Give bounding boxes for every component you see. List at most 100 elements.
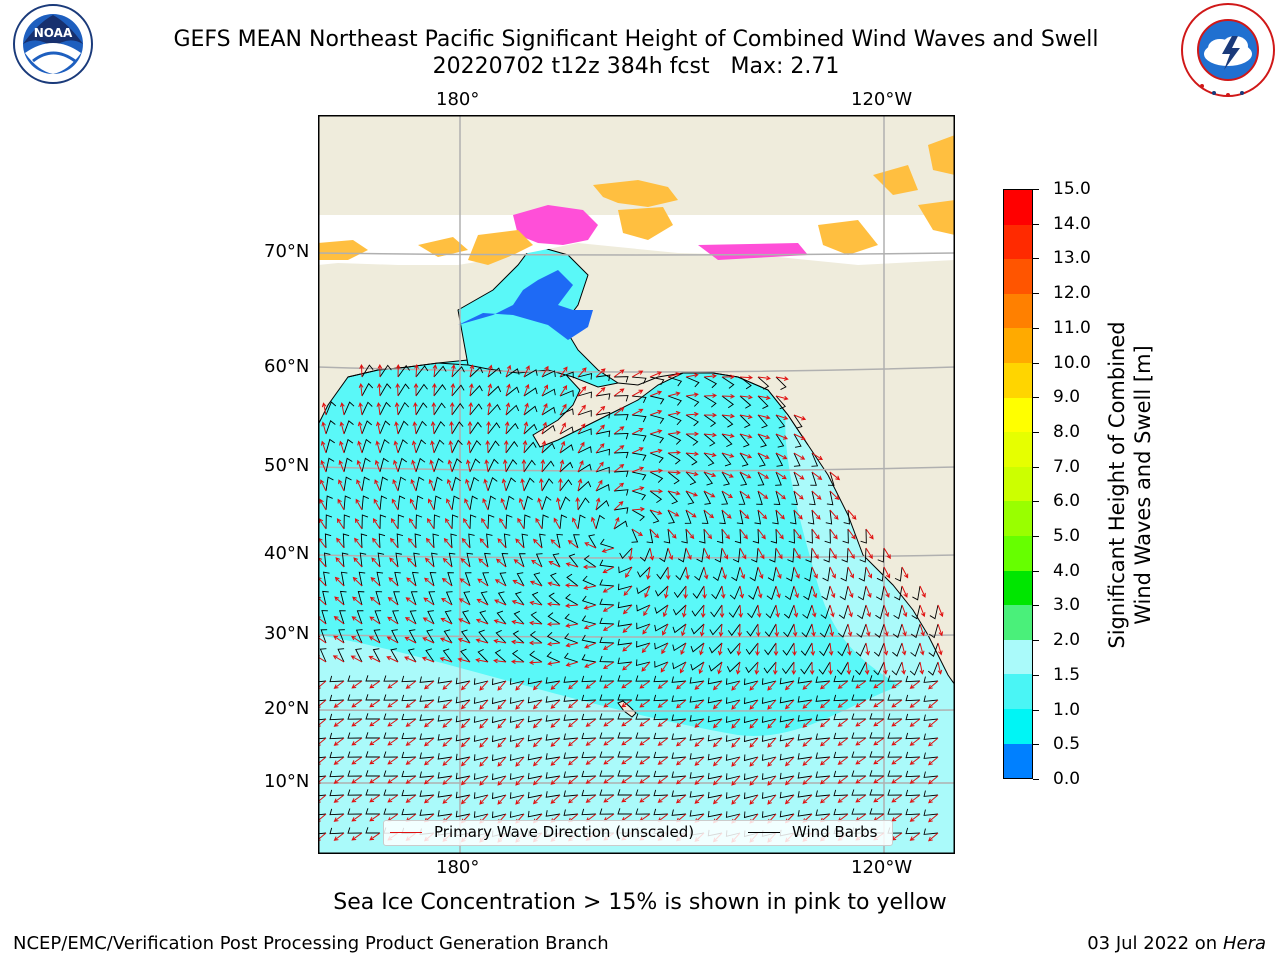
wind-barb: [797, 791, 813, 798]
wind-barb: [757, 414, 768, 429]
wave-direction-arrow: [442, 680, 453, 690]
wind-barb: [779, 715, 795, 723]
wind-barb: [563, 752, 579, 759]
wind-barb: [923, 790, 939, 797]
wave-direction-arrow: [775, 547, 783, 560]
wind-barb: [636, 640, 651, 648]
wind-barb: [788, 528, 795, 544]
wave-direction-arrow: [613, 482, 625, 492]
wave-direction-arrow: [602, 585, 615, 593]
wind-barb: [869, 751, 884, 758]
wave-direction-arrow: [621, 680, 633, 689]
wind-barb: [757, 452, 766, 467]
wind-barb: [401, 732, 417, 740]
wind-barb: [656, 566, 669, 580]
wind-barb: [909, 661, 921, 676]
wave-direction-arrow: [649, 429, 663, 435]
wind-barb: [811, 452, 819, 467]
wind-barb: [781, 661, 795, 675]
wind-barb: [653, 713, 669, 721]
wave-direction-arrow: [426, 518, 435, 530]
wave-direction-arrow: [928, 832, 939, 842]
wave-direction-arrow: [819, 699, 831, 709]
wind-barb: [617, 601, 633, 609]
wave-direction-arrow: [928, 775, 939, 785]
wave-direction-arrow: [883, 604, 890, 618]
wave-direction-arrow: [320, 440, 327, 454]
wind-barb: [637, 566, 651, 578]
wave-direction-arrow: [873, 756, 885, 765]
wave-direction-arrow: [582, 564, 597, 570]
wind-barb: [703, 395, 717, 408]
wind-barb: [559, 514, 568, 530]
wind-barb: [685, 414, 699, 427]
wind-barb: [833, 770, 849, 778]
wave-direction-arrow: [792, 623, 798, 637]
wave-direction-arrow: [657, 756, 669, 765]
wind-barb: [779, 753, 795, 761]
wave-direction-arrow: [550, 539, 561, 549]
wind-barb: [541, 514, 549, 530]
wind-barb: [325, 401, 337, 416]
wind-barb: [655, 585, 669, 597]
wind-barb: [659, 547, 669, 563]
wave-direction-arrow: [694, 699, 705, 709]
wind-barb: [478, 629, 489, 644]
wave-direction-arrow: [406, 577, 417, 587]
wave-direction-arrow: [423, 699, 435, 709]
wave-direction-arrow: [919, 642, 925, 656]
wave-height-map: [318, 115, 955, 854]
wind-barb: [581, 808, 597, 816]
vector-field: [318, 363, 944, 843]
wind-barb: [523, 459, 536, 473]
wind-barb: [649, 433, 665, 444]
wind-barb: [375, 591, 383, 606]
wave-direction-arrow: [855, 756, 867, 765]
wave-direction-arrow: [532, 737, 543, 748]
lat-label-60n: 60°N: [264, 356, 310, 377]
wave-direction-arrow: [387, 616, 399, 625]
wind-barb: [685, 395, 700, 407]
wind-barb: [757, 376, 770, 390]
wave-direction-arrow: [595, 424, 605, 435]
wave-direction-arrow: [460, 718, 471, 729]
wind-barb: [653, 808, 669, 816]
wave-direction-arrow: [376, 402, 382, 416]
wind-barb: [509, 754, 525, 761]
wind-barb: [635, 675, 651, 682]
wind-barb: [396, 533, 404, 549]
wave-direction-arrow: [495, 558, 507, 568]
wave-direction-arrow: [775, 376, 789, 381]
wave-direction-arrow: [465, 478, 471, 492]
wind-barb: [703, 376, 718, 389]
wave-direction-arrow: [883, 642, 889, 656]
wind-barb: [343, 457, 353, 473]
wind-barb: [527, 677, 543, 685]
wind-barb: [690, 642, 705, 653]
wave-direction-arrow: [847, 585, 854, 599]
wave-direction-arrow: [829, 623, 835, 637]
wind-barb: [583, 555, 597, 568]
wind-barb: [783, 604, 795, 619]
wind-barb: [581, 675, 597, 683]
wave-direction-arrow: [679, 661, 687, 674]
wave-direction-arrow: [819, 718, 831, 728]
wave-direction-arrow: [460, 756, 471, 767]
wave-direction-arrow: [577, 478, 583, 492]
wave-direction-arrow: [499, 517, 507, 530]
graticule: [318, 115, 955, 854]
wind-barb: [595, 514, 605, 530]
wind-barb: [347, 694, 363, 701]
wind-barb: [929, 623, 939, 639]
noaa-logo-text: NOAA: [34, 26, 73, 40]
wind-barb: [649, 414, 665, 424]
wind-barb: [923, 676, 939, 683]
wave-direction-arrow: [639, 680, 651, 689]
wind-barb: [775, 414, 786, 429]
wave-direction-arrow: [717, 642, 723, 656]
wind-barb: [859, 547, 867, 563]
wind-barb: [545, 772, 561, 779]
wave-direction-arrow: [919, 661, 925, 675]
wind-barb: [379, 457, 389, 473]
wave-direction-arrow: [532, 718, 543, 729]
